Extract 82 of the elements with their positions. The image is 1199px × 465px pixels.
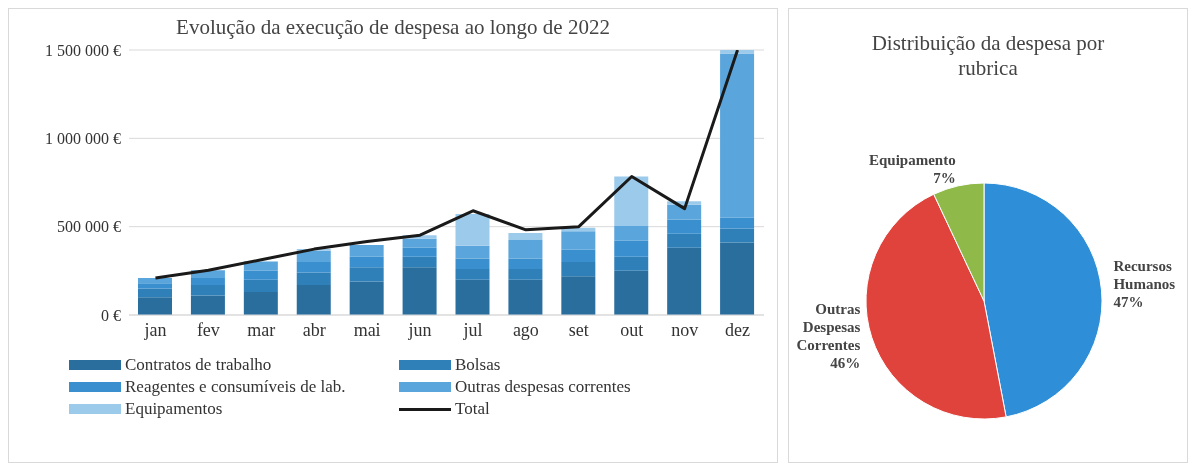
x-tick-label: ago bbox=[512, 319, 539, 340]
bar bbox=[614, 256, 649, 271]
x-tick-label: dez bbox=[725, 319, 751, 340]
slice-label: Outras Despesas Correntes bbox=[796, 301, 861, 354]
bar bbox=[349, 245, 384, 257]
bar bbox=[614, 176, 649, 226]
legend-label: Reagentes e consumíveis de lab. bbox=[125, 377, 346, 397]
y-tick-label: 1 500 000 € bbox=[45, 41, 121, 59]
x-tick-label: set bbox=[568, 319, 589, 340]
data-label: 7% bbox=[933, 170, 956, 187]
bar bbox=[561, 276, 596, 315]
x-tick-label: out bbox=[620, 319, 644, 340]
bar bbox=[138, 283, 172, 289]
bar bbox=[455, 269, 490, 280]
y-tick-label: 1 000 000 € bbox=[45, 130, 121, 148]
x-tick-label: jun bbox=[407, 319, 432, 340]
x-tick-label: mai bbox=[353, 319, 381, 340]
bar bbox=[455, 213, 490, 246]
bar bbox=[720, 53, 755, 218]
bar bbox=[455, 245, 490, 259]
x-tick-label: abr bbox=[302, 319, 326, 340]
bar bbox=[614, 225, 649, 241]
bar bbox=[349, 267, 384, 282]
bar bbox=[243, 261, 278, 271]
bar bbox=[455, 258, 490, 270]
bar bbox=[296, 262, 331, 273]
bar bbox=[402, 247, 437, 257]
slice-label: Recursos Humanos bbox=[1113, 257, 1176, 292]
bar bbox=[243, 292, 278, 315]
bar bbox=[508, 240, 543, 259]
bar bbox=[138, 288, 172, 298]
bar bbox=[720, 50, 755, 54]
bar bbox=[402, 256, 437, 268]
chart-title: Distribuição da despesa por rubrica bbox=[870, 31, 1106, 81]
chart-title: Evolução da execução de despesa ao longo de 2022 bbox=[175, 15, 611, 40]
bar bbox=[561, 249, 596, 262]
bar bbox=[243, 279, 278, 293]
legend-label: Contratos de trabalho bbox=[125, 355, 272, 375]
bar bbox=[243, 270, 278, 280]
bar bbox=[667, 204, 702, 220]
bar bbox=[296, 250, 331, 262]
line-series bbox=[153, 50, 740, 280]
bar bbox=[190, 284, 225, 296]
bar bbox=[720, 242, 755, 315]
bar bbox=[667, 219, 702, 234]
bar bbox=[296, 272, 331, 285]
bar bbox=[508, 233, 543, 241]
x-tick-label: jul bbox=[462, 319, 483, 340]
bar bbox=[402, 267, 437, 315]
bar bbox=[455, 279, 490, 315]
x-tick-label: mar bbox=[247, 319, 276, 340]
bar bbox=[508, 258, 543, 270]
bar bbox=[402, 238, 437, 248]
bar bbox=[720, 228, 755, 243]
bar bbox=[561, 262, 596, 277]
data-label: 47% bbox=[1113, 293, 1144, 310]
bar bbox=[190, 295, 225, 315]
bar bbox=[720, 217, 755, 229]
bar bbox=[349, 281, 384, 315]
y-tick-label: 0 € bbox=[101, 306, 121, 324]
bar bbox=[508, 279, 543, 315]
bar bbox=[508, 269, 543, 280]
x-tick-label: jan bbox=[143, 319, 167, 340]
slice-label: Equipamento bbox=[868, 152, 956, 169]
bar bbox=[667, 247, 702, 315]
x-tick-label: fev bbox=[196, 319, 220, 340]
legend-label: Equipamentos bbox=[125, 399, 223, 419]
legend-label: Total bbox=[455, 399, 490, 419]
y-tick-label: 500 000 € bbox=[57, 218, 121, 236]
bar bbox=[138, 297, 172, 315]
bar bbox=[561, 231, 596, 250]
legend-label: Bolsas bbox=[455, 355, 501, 375]
bar bbox=[296, 284, 331, 315]
bar bbox=[667, 233, 702, 248]
bar bbox=[138, 277, 172, 284]
data-label: 46% bbox=[830, 355, 861, 372]
legend-label: Outras despesas correntes bbox=[455, 377, 631, 397]
bar bbox=[190, 277, 225, 285]
bar bbox=[349, 256, 384, 268]
bar bbox=[614, 270, 649, 315]
bar bbox=[614, 240, 649, 257]
x-tick-label: nov bbox=[671, 319, 699, 340]
